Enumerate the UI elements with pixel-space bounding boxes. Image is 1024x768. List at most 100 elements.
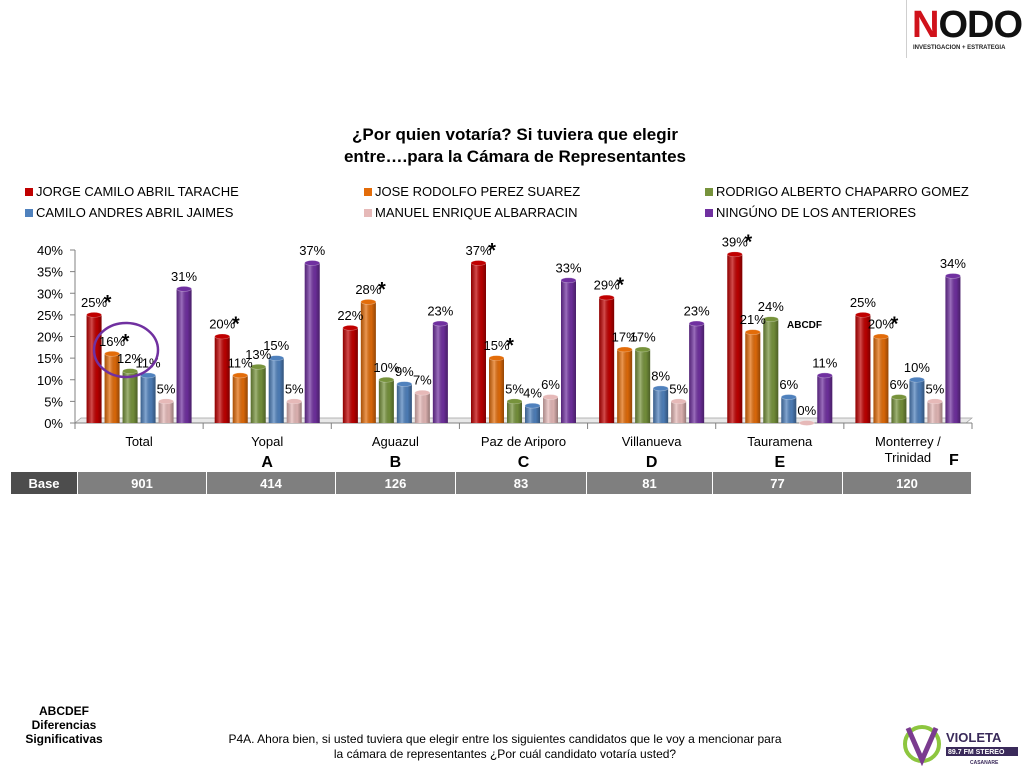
category-label: Aguazul xyxy=(372,434,419,449)
data-label: 5% xyxy=(285,381,304,396)
bar-shading xyxy=(414,392,430,423)
bar-shading xyxy=(689,323,705,423)
y-tick-label: 10% xyxy=(37,373,63,388)
significance-star: * xyxy=(122,331,130,353)
bar-shading xyxy=(250,366,266,423)
y-tick-label: 20% xyxy=(37,330,63,345)
bar-shading xyxy=(891,397,907,423)
bar-top xyxy=(598,294,615,301)
bar-top xyxy=(616,346,633,353)
data-label: 39% xyxy=(722,234,748,249)
legend-swatch xyxy=(364,188,372,196)
bar-top xyxy=(176,286,192,292)
chart-title: ¿Por quien votaría? Si tuviera que elegi… xyxy=(260,124,770,168)
category-letter: E xyxy=(774,454,785,471)
bar-shading xyxy=(561,280,576,423)
bar-top xyxy=(780,394,797,400)
y-tick-label: 0% xyxy=(44,416,63,431)
data-label: 7% xyxy=(413,373,432,388)
bar-top xyxy=(378,376,395,383)
bar-shading xyxy=(927,401,943,423)
data-label: 21% xyxy=(740,312,766,327)
data-label: 24% xyxy=(758,299,784,314)
legend-label: NINGÚNO DE LOS ANTERIORES xyxy=(716,205,917,220)
bar-top xyxy=(652,385,669,392)
bar-top xyxy=(873,333,889,340)
category-label: Monterrey / xyxy=(875,434,941,449)
bar-top xyxy=(670,398,687,405)
data-label: 34% xyxy=(940,256,966,271)
bar-shading xyxy=(304,262,320,423)
bar-shading xyxy=(671,401,687,423)
violeta-logo-freq: 89.7 FM STEREO xyxy=(948,749,1005,756)
bar-shading xyxy=(360,301,376,423)
bar-shading xyxy=(286,401,302,423)
data-label: 37% xyxy=(299,243,325,258)
base-label: Base xyxy=(10,471,78,495)
significance-star: * xyxy=(378,279,386,301)
bar-top xyxy=(214,333,231,340)
significance-footnote: ABCDEF Diferencias Significativas xyxy=(8,704,120,746)
data-label: 0% xyxy=(797,403,816,418)
bar-top xyxy=(798,420,815,426)
bar-shading xyxy=(817,375,833,423)
data-label: 5% xyxy=(505,381,524,396)
bar-shading xyxy=(176,288,192,423)
significance-star: * xyxy=(104,292,112,314)
bar-top xyxy=(927,398,943,405)
bar-top xyxy=(762,316,779,323)
bar-top xyxy=(524,402,541,409)
violeta-logo-name: VIOLETA xyxy=(946,730,1002,745)
data-label: 6% xyxy=(541,377,560,392)
bar-top xyxy=(304,260,321,266)
legend-label: MANUEL ENRIQUE ALBARRACIN xyxy=(375,205,578,220)
data-label: 11% xyxy=(228,355,253,370)
bar-shading xyxy=(617,349,633,423)
bar-shading xyxy=(745,332,761,423)
bar-shading xyxy=(945,275,961,423)
category-label: Tauramena xyxy=(747,434,813,449)
bar-top xyxy=(232,372,249,379)
footnote-line: ABCDEF xyxy=(39,704,89,718)
data-label: 6% xyxy=(890,377,909,392)
category-letter: D xyxy=(646,454,658,471)
significance-star: * xyxy=(744,231,752,253)
data-label: 23% xyxy=(427,304,453,319)
base-cell-paz-de-ariporo: 83 xyxy=(455,471,587,495)
bar-top xyxy=(286,398,303,405)
legend-item-5: MANUEL ENRIQUE ALBARRACIN xyxy=(364,205,578,220)
base-cell-villanueva: 81 xyxy=(586,471,713,495)
legend-item-3: RODRIGO ALBERTO CHAPARRO GOMEZ xyxy=(705,184,969,199)
legend-swatch xyxy=(705,209,713,217)
data-label: 11% xyxy=(812,355,837,370)
bar-top xyxy=(396,381,413,387)
nodo-logo-subtitle: INVESTIGACION + ESTRATEGIA xyxy=(913,45,1006,51)
category-label: Trinidad xyxy=(885,450,931,465)
bar-shading xyxy=(599,297,615,423)
bar-top xyxy=(268,355,285,361)
chart-value-labels: 25%20%22%37%29%39%25%16%11%28%15%17%21% 2… xyxy=(81,234,966,418)
y-tick-label: 15% xyxy=(37,351,63,366)
base-cell-tauramena: 77 xyxy=(712,471,843,495)
bar-top xyxy=(86,312,102,318)
base-cell-total: 901 xyxy=(77,471,207,495)
violeta-logo-region: CASANARE xyxy=(970,760,999,766)
category-label: Villanueva xyxy=(622,434,683,449)
data-label: 20% xyxy=(868,317,894,332)
violeta-logo-v xyxy=(905,726,939,766)
bar-shading xyxy=(158,401,174,423)
bar-shading xyxy=(855,314,871,423)
significance-star: * xyxy=(232,314,240,336)
data-label: 33% xyxy=(555,260,581,275)
significance-star: * xyxy=(891,314,899,336)
data-label: 25% xyxy=(81,295,107,310)
data-label: 12% xyxy=(117,351,143,366)
significance-star: * xyxy=(616,275,624,297)
bar-shading xyxy=(122,371,138,423)
y-tick-label: 35% xyxy=(37,265,63,280)
data-label: 13% xyxy=(245,347,271,362)
legend-item-2: JOSE RODOLFO PEREZ SUAREZ xyxy=(364,184,580,199)
data-label: 17% xyxy=(630,329,656,344)
significance-star: * xyxy=(488,240,496,262)
